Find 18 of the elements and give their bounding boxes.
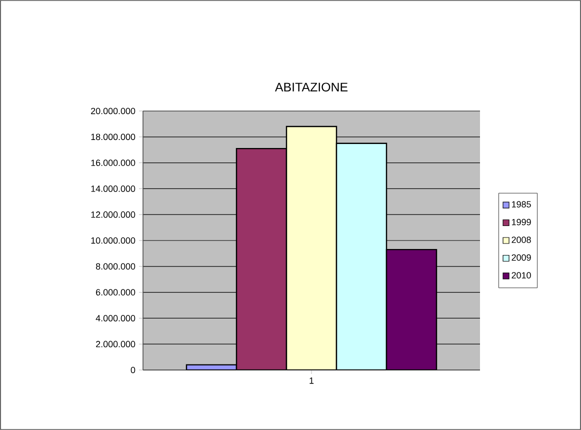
y-tick-label: 18.000.000 <box>91 134 136 140</box>
y-tick-label: 10.000.000 <box>91 237 136 244</box>
y-tick-label: 16.000.000 <box>91 160 136 166</box>
legend-label: 2008 <box>512 236 531 243</box>
y-tick-label: 4.000.000 <box>96 315 136 322</box>
y-tick-label: 2.000.000 <box>96 340 136 348</box>
y-tick-label: 20.000.000 <box>91 108 136 114</box>
y-tick-label: 0 <box>130 366 136 374</box>
legend-label: 1999 <box>512 218 531 226</box>
legend-label: 2010 <box>512 272 531 278</box>
legend-label: 1985 <box>512 201 531 208</box>
y-tick-label: 14.000.000 <box>91 186 136 192</box>
y-tick-label: 12.000.000 <box>91 211 136 218</box>
legend-label: 2009 <box>512 254 531 261</box>
x-tick-label: 1 <box>310 378 314 384</box>
y-tick-label: 8.000.000 <box>96 263 136 270</box>
chart-title: ABITAZIONE <box>274 82 348 92</box>
y-tick-label: 6.000.000 <box>96 289 136 296</box>
